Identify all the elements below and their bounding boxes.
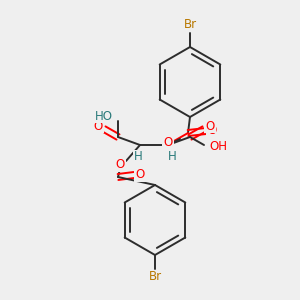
Text: OH: OH xyxy=(209,140,227,154)
Text: O: O xyxy=(206,119,214,133)
Text: O: O xyxy=(207,124,217,137)
Text: O: O xyxy=(93,119,103,133)
Text: O: O xyxy=(164,136,172,149)
Text: Br: Br xyxy=(148,271,162,284)
Text: HO: HO xyxy=(95,110,113,122)
Text: H: H xyxy=(134,151,142,164)
Text: Br: Br xyxy=(183,19,196,32)
Text: H: H xyxy=(168,151,176,164)
Text: O: O xyxy=(116,158,124,172)
Text: O: O xyxy=(135,169,145,182)
